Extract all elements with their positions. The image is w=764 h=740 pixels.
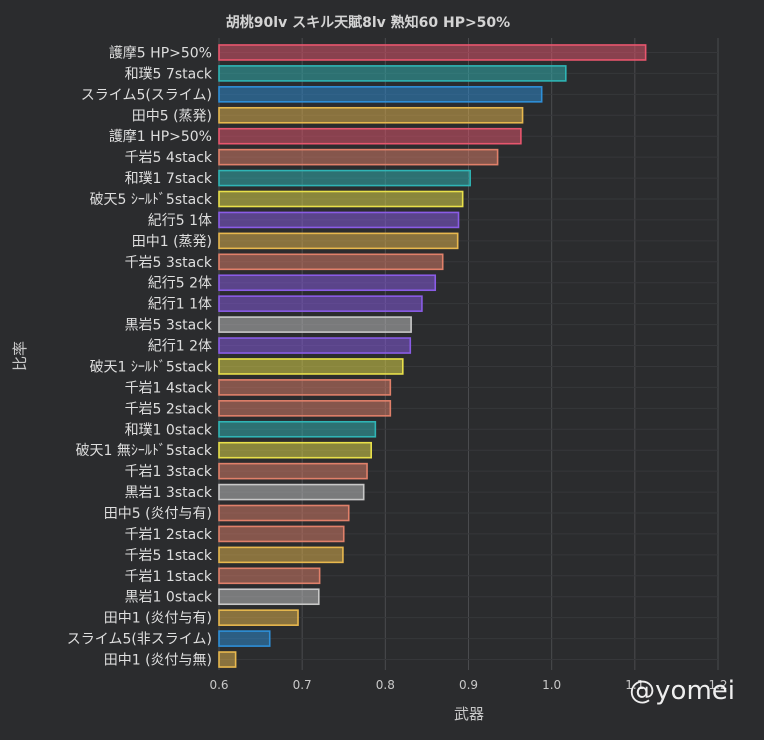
- bar-11: [218, 274, 437, 292]
- x-tick-5: 1.1: [625, 678, 644, 692]
- bar-1: [218, 65, 567, 82]
- bar-17: [218, 400, 392, 417]
- bar-13: [218, 316, 412, 333]
- x-tick-0: 0.6: [209, 678, 228, 692]
- bar-5: [218, 148, 499, 166]
- category-label-23: 千岩1 2stack: [125, 527, 213, 543]
- bar-20: [218, 462, 368, 480]
- category-label-15: 破天1 ｼｰﾙﾄﾞ5stack: [90, 359, 213, 375]
- category-label-29: 田中1 (炎付与無): [104, 653, 212, 669]
- category-label-11: 紀行5 2体: [148, 276, 212, 292]
- category-label-8: 紀行5 1体: [148, 213, 212, 229]
- category-label-17: 千岩5 2stack: [125, 401, 213, 417]
- category-label-4: 護摩1 HP>50%: [109, 128, 212, 145]
- bar-29: [218, 651, 237, 668]
- bar-3: [218, 106, 524, 124]
- bar-25: [218, 567, 321, 585]
- bar-14: [218, 337, 412, 354]
- category-labels: 護摩5 HP>50% 和璞5 7stack スライム5(スライム) 田中5 (蒸発) 護…: [67, 44, 213, 668]
- category-label-27: 田中1 (炎付与有): [104, 611, 212, 627]
- bar-10: [218, 253, 444, 271]
- category-label-24: 千岩5 1stack: [125, 548, 213, 564]
- category-label-5: 千岩5 4stack: [125, 150, 213, 166]
- bar-12: [218, 295, 423, 312]
- bar-24: [218, 546, 344, 564]
- category-label-1: 和璞5 7stack: [125, 66, 213, 82]
- category-label-28: スライム5(非スライム): [67, 632, 212, 648]
- bar-21: [218, 483, 365, 501]
- bar-8: [218, 211, 460, 229]
- bar-4: [218, 127, 522, 145]
- x-axis-label: 武器: [454, 705, 484, 723]
- category-label-10: 千岩5 3stack: [125, 255, 213, 271]
- y-axis-label: 比率: [11, 341, 29, 371]
- category-label-7: 破天5 ｼｰﾙﾄﾞ5stack: [90, 192, 213, 208]
- bar-23: [218, 525, 345, 543]
- category-label-6: 和璞1 7stack: [125, 171, 213, 187]
- bar-18: [218, 420, 377, 438]
- category-label-26: 黒岩1 0stack: [125, 590, 213, 606]
- chart-title: 胡桃90lv スキル天賦8lv 熟知60 HP>50%: [226, 14, 510, 31]
- bar-26: [218, 588, 320, 606]
- bar-16: [218, 379, 392, 396]
- x-tick-labels: 0.6 0.7 0.8 0.9 1.0 1.1 1.2: [209, 678, 727, 692]
- bar-2: [218, 86, 543, 103]
- bar-6: [218, 169, 471, 187]
- category-label-19: 破天1 無ｼｰﾙﾄﾞ5stack: [76, 443, 213, 459]
- category-label-9: 田中1 (蒸発): [132, 234, 212, 250]
- bar-22: [218, 504, 350, 522]
- category-label-16: 千岩1 4stack: [125, 380, 213, 396]
- bars-group: [218, 44, 647, 668]
- bar-27: [218, 609, 299, 626]
- category-label-21: 黒岩1 3stack: [125, 485, 213, 501]
- category-label-12: 紀行1 1体: [148, 297, 212, 313]
- bar-15: [218, 358, 404, 375]
- category-label-18: 和璞1 0stack: [125, 422, 213, 438]
- watermark: @yomei: [629, 676, 735, 706]
- category-label-14: 紀行1 2体: [148, 339, 212, 355]
- x-tick-4: 1.0: [542, 678, 561, 692]
- bar-19: [218, 441, 372, 459]
- x-tick-1: 0.7: [293, 678, 312, 692]
- category-label-0: 護摩5 HP>50%: [109, 44, 212, 61]
- bar-9: [218, 232, 459, 250]
- category-label-25: 千岩1 1stack: [125, 569, 213, 585]
- bar-0: [218, 44, 647, 61]
- bar-28: [218, 630, 271, 647]
- x-tick-3: 0.9: [459, 678, 478, 692]
- category-label-3: 田中5 (蒸発): [132, 108, 212, 124]
- category-label-2: スライム5(スライム): [81, 87, 212, 103]
- x-tick-2: 0.8: [376, 678, 395, 692]
- x-tick-6: 1.2: [708, 678, 727, 692]
- bar-7: [218, 190, 464, 208]
- category-label-20: 千岩1 3stack: [125, 464, 213, 480]
- category-label-13: 黒岩5 3stack: [125, 318, 213, 334]
- category-label-22: 田中5 (炎付与有): [104, 506, 212, 522]
